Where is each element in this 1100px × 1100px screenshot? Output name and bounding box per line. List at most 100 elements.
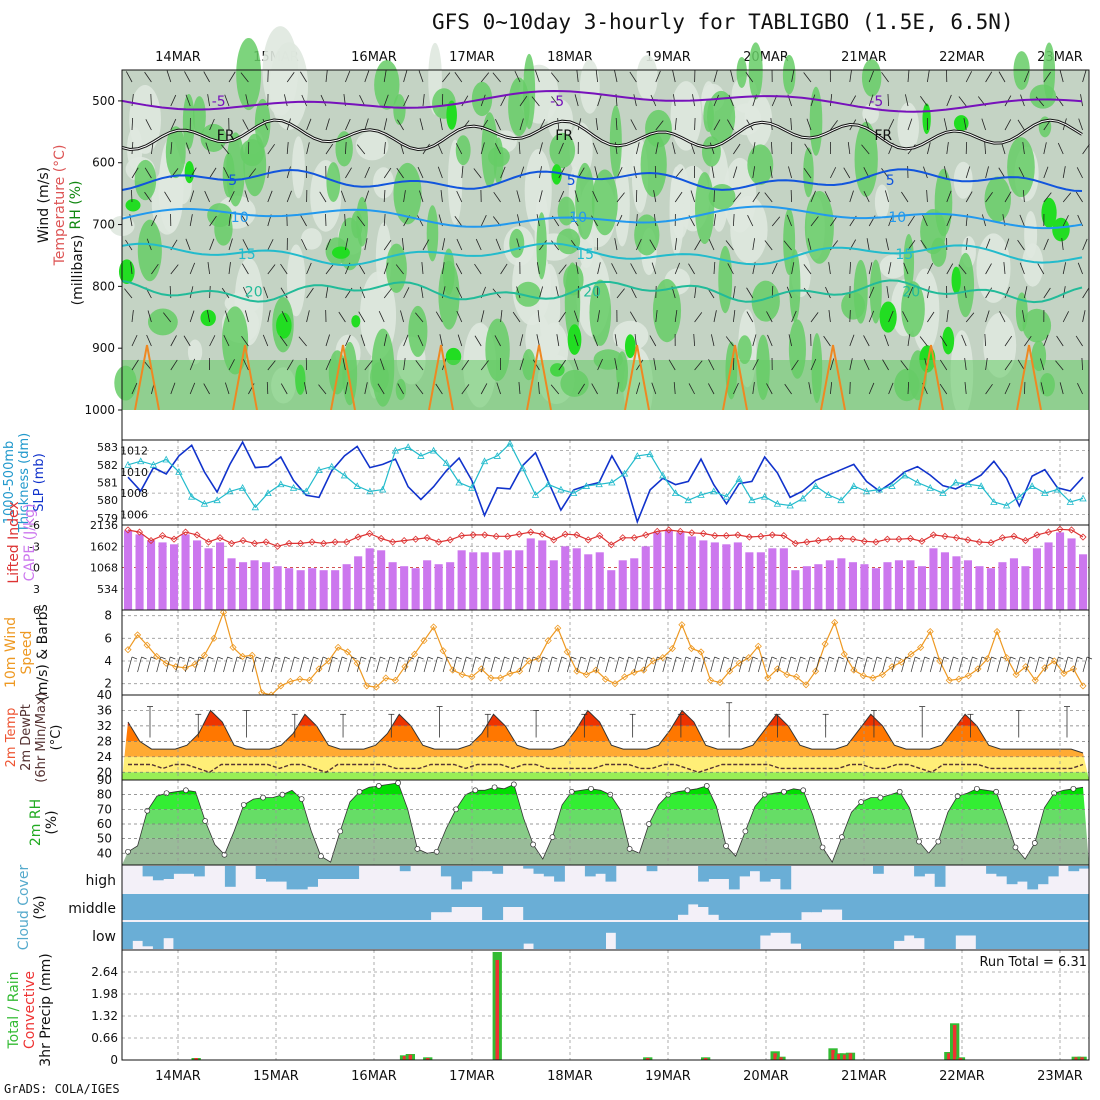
wind-barb [306,262,312,275]
wind-barb-flag [341,656,348,660]
wind-speed-marker [210,634,218,642]
precip-convective-bar [1080,1057,1084,1060]
wind-barb [651,262,657,275]
wind-speed-marker [487,674,495,682]
wind-barb [849,334,855,347]
cloud-bar-high [996,866,1008,877]
wind-barb [189,190,195,203]
wind-barb [636,142,640,155]
rh-patch-max [879,301,897,333]
lifted-marker [780,532,788,540]
cloud-bar-mid [152,894,164,920]
wind-barb [902,311,909,323]
thickness-marker [939,489,947,497]
wind-barb [419,118,424,131]
thickness-marker [735,475,743,482]
rh-patch-high [861,59,882,97]
cloud-bar-low [163,922,174,939]
wind-barb [279,336,288,347]
wind-barb [577,383,585,395]
wind-speed-marker [391,676,399,684]
temp-contour-hot [918,344,944,411]
rh-patch-low [262,26,299,116]
lifted-marker [262,538,270,546]
cloud-bar-low [204,922,216,949]
wind-barb [849,262,852,275]
date-label: 16MAR [351,1069,397,1084]
wind-barb [733,310,736,323]
wind-barb-flag [256,656,262,660]
cloud-bar-high [307,866,318,887]
wind-barb [325,213,327,227]
wind-barb [442,656,448,673]
wind-barb [396,167,404,179]
wind-barb [422,239,430,251]
wind-barb [810,94,816,107]
contour-label: 5 [567,173,576,189]
wind-speed-marker [506,669,514,678]
thickness-marker [710,487,718,495]
cloud-bar-mid [358,894,370,920]
wind-barb [417,334,424,347]
contour-label: 20 [583,284,601,300]
wind-barb [968,656,973,673]
wind-barb [694,312,703,323]
thickness-marker [862,487,871,495]
wind-barb [964,358,967,371]
thickness-marker [531,491,540,498]
cloud-bar-high [266,866,277,882]
cloud-bar-low [574,922,586,949]
wind-barb [963,118,967,131]
wind-barb [593,334,598,347]
rh-patch-high [137,219,162,282]
wind-barb [1059,70,1064,83]
rh-patch-max [1041,197,1057,228]
wind-barb [815,656,820,673]
rh-marker [819,844,826,851]
rh-marker [491,784,498,791]
thickness-marker [964,480,973,488]
wind-speed-marker [726,667,734,675]
wind-barb [309,656,314,673]
wind-barb [1003,262,1006,275]
wind-speed-marker [382,674,390,682]
wind-barb [359,95,366,107]
rh-patch-high [920,209,947,255]
wind-barb [383,118,388,131]
wind-barb [710,334,715,347]
wind-barb [672,70,676,83]
wind-barb [725,240,734,251]
wind-barb [929,656,935,673]
wind-barb [868,286,875,299]
wind-barb [633,656,639,673]
wind-barb [209,215,217,227]
cloud-bar-mid [122,894,133,920]
axis-label: (millibars) [70,235,86,306]
wind-barb-flag [532,656,539,660]
wind-barb [536,262,540,275]
rh-marker [993,788,1000,795]
wind-speed-marker [515,667,524,675]
wind-barb [752,334,757,347]
rh-patch-max [951,266,961,294]
wind-barb-flag [284,656,290,660]
cape-bar [388,562,397,610]
cloud-bar-mid [410,894,421,920]
lifted-marker [665,526,673,534]
wind-barb [383,189,386,203]
cape-bar [871,568,880,610]
cloud-bar-mid [842,894,853,920]
y-tick-label: 70 [97,802,112,816]
cloud-bar-low [996,922,1008,949]
wind-barb [143,360,152,371]
wind-barb [1022,142,1025,155]
wind-barb [823,335,831,347]
wind-barb [771,262,778,275]
cape-bar [894,560,903,610]
lifted-marker [619,534,627,542]
wind-barb [1082,143,1090,155]
wind-barb [514,70,521,83]
wind-barb [418,190,424,203]
lifted-marker [964,536,972,544]
